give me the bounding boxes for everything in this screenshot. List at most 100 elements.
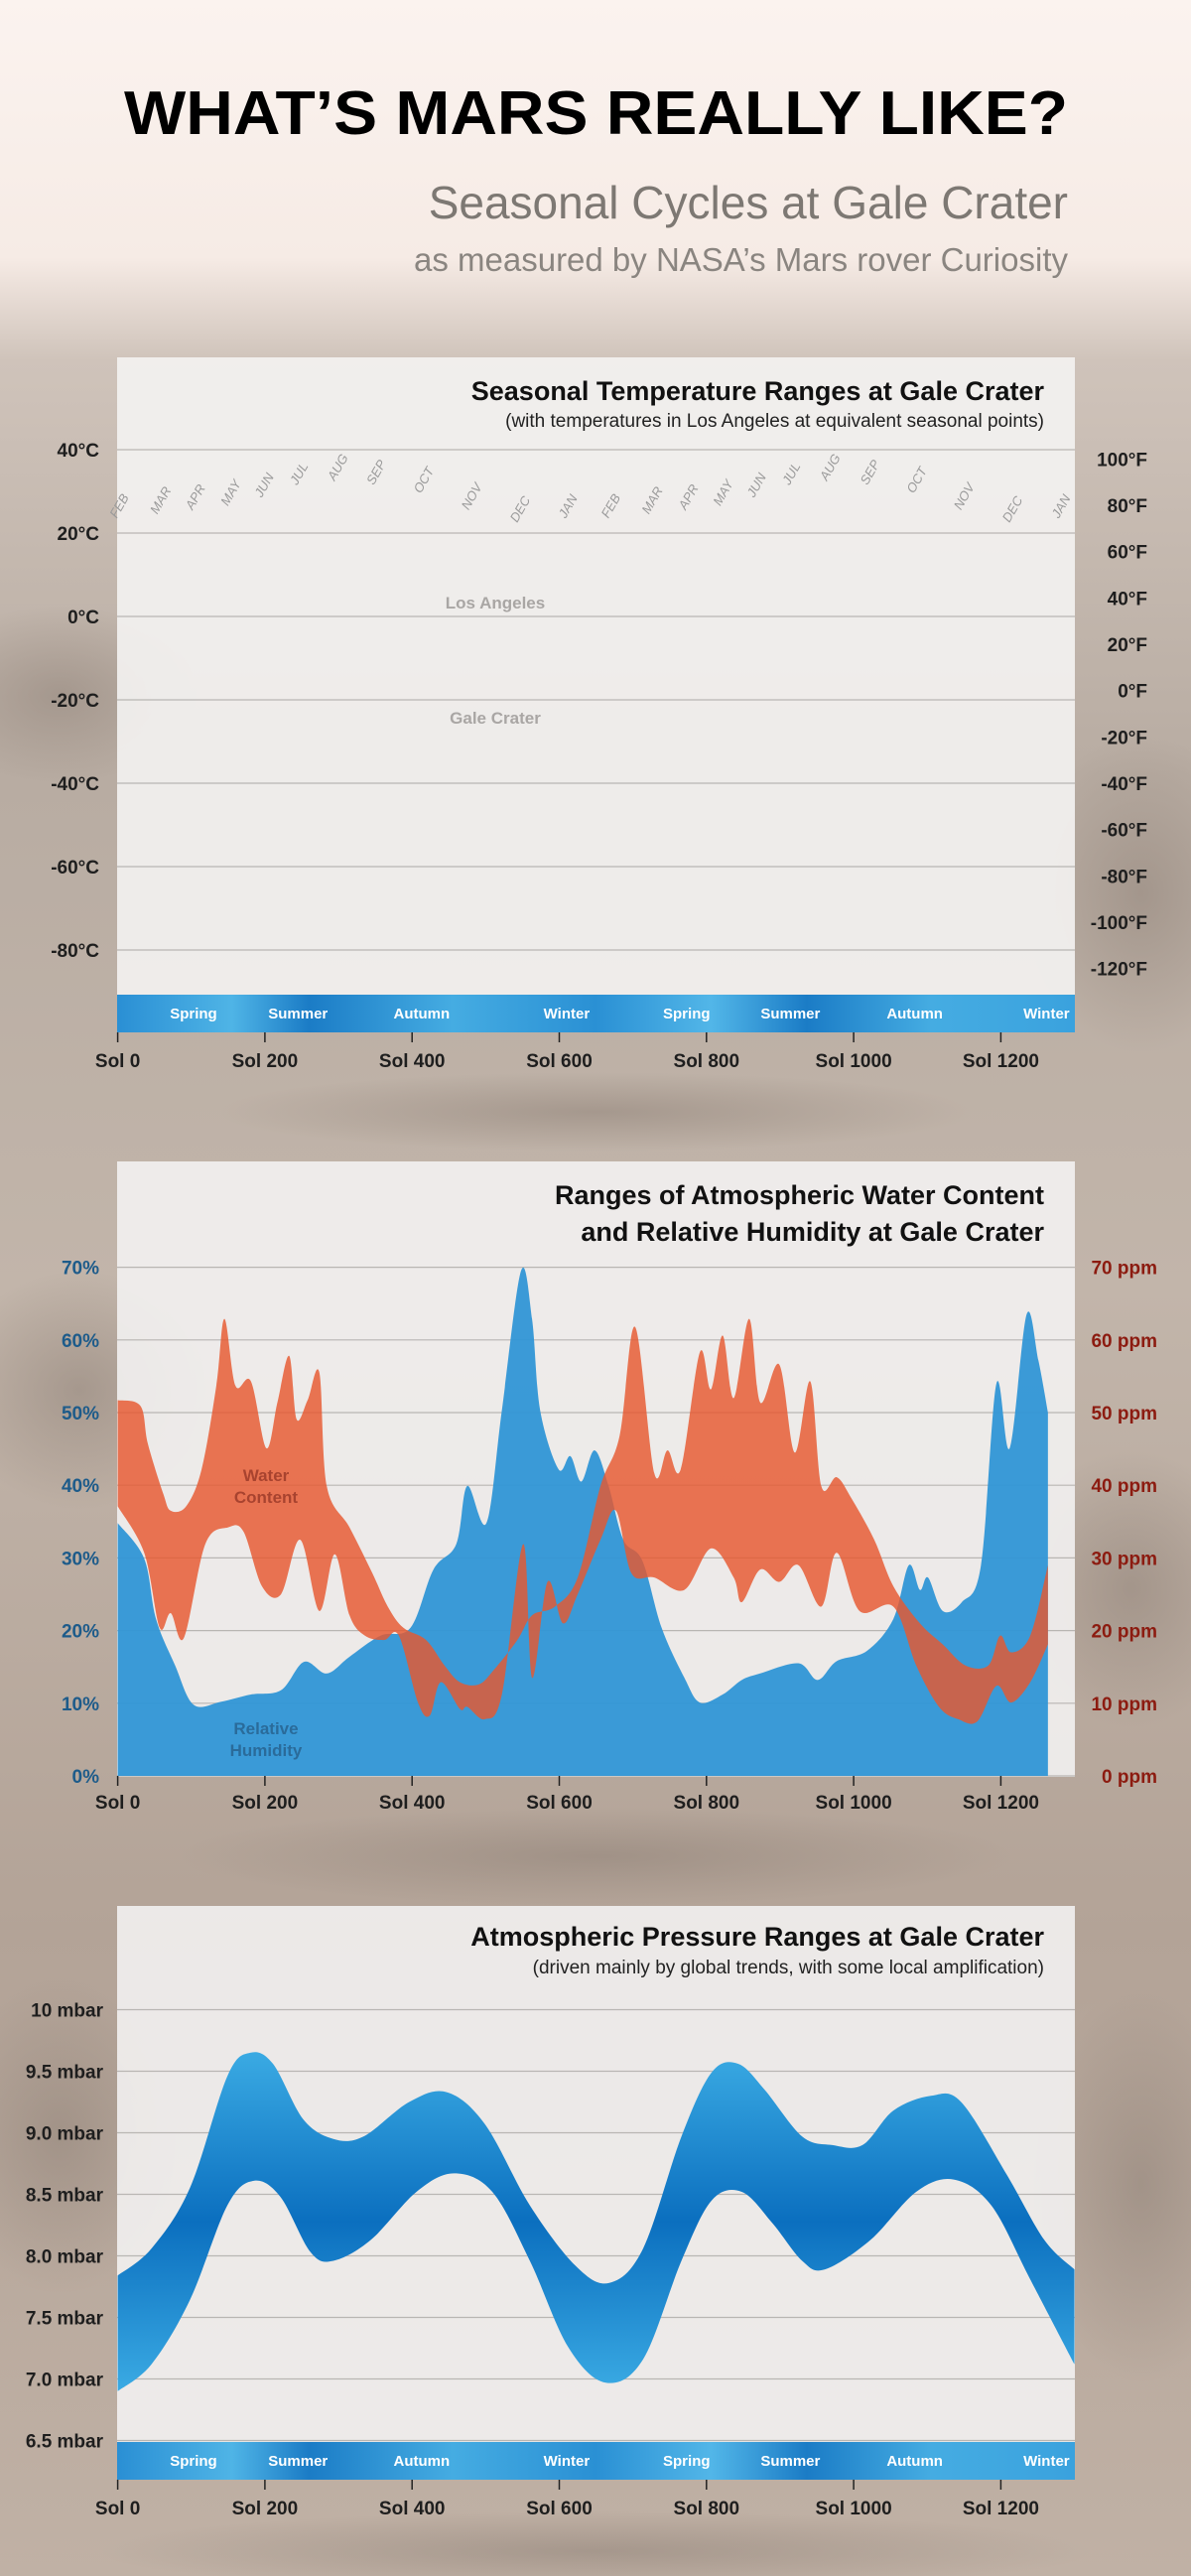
season-label-winter: Winter xyxy=(1023,1006,1070,1022)
y-tick-label: 8.0 mbar xyxy=(26,2247,104,2268)
y-right-tick-label: 0 ppm xyxy=(1102,1767,1157,1788)
x-tick-label: Sol 600 xyxy=(526,1793,593,1814)
water-content-label-line-2: Content xyxy=(234,1488,299,1507)
x-tick-label: Sol 1000 xyxy=(816,1793,892,1814)
x-tick-label: Sol 800 xyxy=(674,1051,740,1072)
x-tick-label: Sol 0 xyxy=(95,2499,140,2519)
season-label-winter: Winter xyxy=(544,2453,591,2470)
y-tick-label: 9.0 mbar xyxy=(26,2124,104,2145)
y-left-tick-label: 70% xyxy=(62,1259,99,1280)
y-right-tick-label: 50 ppm xyxy=(1091,1404,1157,1424)
y-right-tick-label: -80°F xyxy=(1101,867,1147,887)
y-tick-label: 8.5 mbar xyxy=(26,2186,104,2207)
y-tick-label: 10 mbar xyxy=(31,2001,103,2022)
page-tagline: as measured by NASA’s Mars rover Curiosi… xyxy=(414,241,1068,278)
season-label-spring: Spring xyxy=(663,2453,711,2470)
y-left-tick-label: 0% xyxy=(72,1767,100,1788)
y-left-tick-label: 40% xyxy=(62,1476,99,1497)
y-right-tick-label: -60°F xyxy=(1101,821,1147,842)
humidity-chart-title-line-1: Ranges of Atmospheric Water Content xyxy=(555,1180,1044,1210)
humidity-water-chart: Ranges of Atmospheric Water Content and … xyxy=(62,1161,1157,1814)
water-content-label-line-1: Water xyxy=(243,1466,290,1485)
pressure-chart-panel xyxy=(117,1906,1075,2480)
y-right-tick-label: 70 ppm xyxy=(1091,1259,1157,1280)
season-label-summer: Summer xyxy=(268,1006,328,1022)
y-right-tick-label: 0°F xyxy=(1118,682,1147,703)
season-label-autumn: Autumn xyxy=(886,1006,943,1022)
season-label-summer: Summer xyxy=(760,2453,820,2470)
temperature-chart-subtitle: (with temperatures in Los Angeles at equ… xyxy=(505,411,1044,432)
page-title: WHAT’S MARS REALLY LIKE? xyxy=(124,79,1068,148)
humidity-chart-title-line-2: and Relative Humidity at Gale Crater xyxy=(581,1217,1044,1247)
y-right-tick-label: 100°F xyxy=(1097,450,1147,471)
x-tick-label: Sol 600 xyxy=(526,1051,593,1072)
page-subtitle: Seasonal Cycles at Gale Crater xyxy=(429,177,1068,228)
y-left-tick-label: 10% xyxy=(62,1695,99,1715)
season-label-summer: Summer xyxy=(268,2453,328,2470)
y-right-tick-label: -20°F xyxy=(1101,728,1147,748)
y-right-tick-label: 60°F xyxy=(1108,543,1147,564)
season-band xyxy=(117,2442,1075,2480)
season-label-autumn: Autumn xyxy=(394,1006,451,1022)
y-tick-label: 9.5 mbar xyxy=(26,2063,104,2084)
relative-humidity-area xyxy=(117,1267,1048,1776)
x-tick-label: Sol 1200 xyxy=(963,2499,1039,2519)
x-tick-label: Sol 200 xyxy=(232,1793,299,1814)
y-right-tick-label: -40°F xyxy=(1101,774,1147,795)
y-tick-label: 7.0 mbar xyxy=(26,2371,104,2391)
pressure-chart-title: Atmospheric Pressure Ranges at Gale Crat… xyxy=(470,1922,1044,1952)
season-label-winter: Winter xyxy=(1023,2453,1070,2470)
y-left-tick-label: 30% xyxy=(62,1549,99,1569)
x-tick-label: Sol 400 xyxy=(379,2499,446,2519)
temperature-chart: Seasonal Temperature Ranges at Gale Crat… xyxy=(51,357,1147,1072)
y-tick-label: 7.5 mbar xyxy=(26,2309,104,2330)
season-label-spring: Spring xyxy=(170,2453,217,2470)
season-label-summer: Summer xyxy=(760,1006,820,1022)
relative-humidity-label-line-1: Relative xyxy=(233,1719,298,1738)
season-label-winter: Winter xyxy=(544,1006,591,1022)
y-right-tick-label: 10 ppm xyxy=(1091,1695,1157,1715)
x-tick-label: Sol 1200 xyxy=(963,1793,1039,1814)
y-left-tick-label: 0°C xyxy=(67,608,99,628)
x-tick-label: Sol 800 xyxy=(674,2499,740,2519)
season-label-autumn: Autumn xyxy=(394,2453,451,2470)
y-left-tick-label: 20°C xyxy=(58,524,100,545)
x-tick-label: Sol 1000 xyxy=(816,2499,892,2519)
y-left-tick-label: -40°C xyxy=(51,774,99,795)
y-left-tick-label: -80°C xyxy=(51,941,99,962)
x-tick-label: Sol 200 xyxy=(232,1051,299,1072)
x-tick-label: Sol 800 xyxy=(674,1793,740,1814)
x-tick-label: Sol 0 xyxy=(95,1793,140,1814)
pressure-chart-subtitle: (driven mainly by global trends, with so… xyxy=(533,1958,1044,1978)
y-right-tick-label: 20 ppm xyxy=(1091,1622,1157,1643)
season-label-autumn: Autumn xyxy=(886,2453,943,2470)
x-tick-label: Sol 0 xyxy=(95,1051,140,1072)
y-left-tick-label: 60% xyxy=(62,1331,99,1352)
gale-crater-series-label: Gale Crater xyxy=(450,709,541,728)
y-right-tick-label: 40 ppm xyxy=(1091,1476,1157,1497)
pressure-chart: Atmospheric Pressure Ranges at Gale Crat… xyxy=(26,1906,1075,2519)
season-band xyxy=(117,995,1075,1032)
water-content-band xyxy=(117,1318,1048,1724)
pressure-range-band xyxy=(117,2052,1075,2391)
season-label-spring: Spring xyxy=(170,1006,217,1022)
x-tick-label: Sol 400 xyxy=(379,1051,446,1072)
y-left-tick-label: -20°C xyxy=(51,691,99,712)
y-left-tick-label: 40°C xyxy=(58,441,100,462)
y-right-tick-label: -100°F xyxy=(1091,913,1147,934)
x-tick-label: Sol 200 xyxy=(232,2499,299,2519)
y-right-tick-label: 30 ppm xyxy=(1091,1549,1157,1569)
y-left-tick-label: -60°C xyxy=(51,858,99,879)
y-left-tick-label: 20% xyxy=(62,1622,99,1643)
season-label-spring: Spring xyxy=(663,1006,711,1022)
y-right-tick-label: 80°F xyxy=(1108,496,1147,517)
y-right-tick-label: 40°F xyxy=(1108,589,1147,610)
y-right-tick-label: -120°F xyxy=(1091,960,1147,981)
relative-humidity-label-line-2: Humidity xyxy=(230,1741,303,1760)
y-right-tick-label: 60 ppm xyxy=(1091,1331,1157,1352)
los-angeles-series-label: Los Angeles xyxy=(446,594,545,612)
x-tick-label: Sol 1000 xyxy=(816,1051,892,1072)
y-left-tick-label: 50% xyxy=(62,1404,99,1424)
y-tick-label: 6.5 mbar xyxy=(26,2432,104,2453)
